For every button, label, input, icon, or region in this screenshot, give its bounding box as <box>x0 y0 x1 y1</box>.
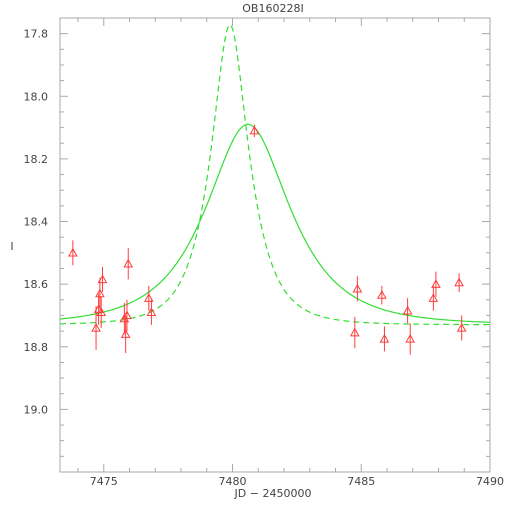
triangle-marker <box>405 333 416 343</box>
triangle-marker <box>456 322 467 332</box>
data-points <box>68 124 467 355</box>
y-axis-label: I <box>10 240 13 253</box>
data-point <box>377 285 387 305</box>
triangle-marker <box>120 329 131 338</box>
triangle-marker <box>431 279 441 288</box>
y-tick-label: 18.2 <box>24 153 49 166</box>
data-point <box>120 315 131 354</box>
x-tick-label: 7480 <box>219 475 247 488</box>
data-point <box>456 315 467 341</box>
triangle-marker <box>95 288 105 298</box>
data-point <box>379 326 390 352</box>
y-tick-label: 18.6 <box>24 278 49 291</box>
x-tick-label: 7475 <box>90 475 118 488</box>
triangle-marker <box>352 283 363 293</box>
y-tick-label: 18.0 <box>24 90 49 103</box>
data-point <box>68 240 78 266</box>
data-point <box>349 317 360 349</box>
data-point <box>405 323 416 355</box>
triangle-marker <box>349 327 360 337</box>
data-point <box>96 296 107 328</box>
plot-axes <box>59 17 491 473</box>
model-curve-dashed <box>60 24 490 326</box>
data-point <box>123 248 134 280</box>
x-axis-label: JD − 2450000 <box>234 487 312 500</box>
triangle-marker <box>402 305 413 315</box>
model-curve-solid <box>60 123 490 323</box>
triangle-marker <box>379 333 390 343</box>
triangle-marker <box>122 310 132 320</box>
data-point <box>454 273 464 292</box>
triangle-marker <box>428 293 439 302</box>
triangle-marker <box>377 290 387 299</box>
plot-frame <box>59 17 491 473</box>
data-point <box>91 306 101 350</box>
data-point <box>146 299 157 325</box>
y-tick-label: 19.0 <box>24 403 49 416</box>
data-point <box>143 285 154 311</box>
chart-title: OB160228I <box>242 2 303 15</box>
x-tick-label: 7485 <box>347 475 375 488</box>
model-curves <box>60 24 490 326</box>
triangle-marker <box>123 258 134 268</box>
triangle-marker <box>97 274 108 284</box>
data-point <box>249 124 260 137</box>
y-tick-label: 18.8 <box>24 341 49 354</box>
data-point <box>428 285 439 311</box>
data-point <box>97 266 108 292</box>
axis-ticks: 7475 7480 7485 7490 17.8 18.0 18.2 18.4 18.6 18.8… <box>24 17 504 488</box>
y-tick-label: 18.4 <box>24 216 49 229</box>
triangle-marker <box>249 125 260 135</box>
triangle-marker <box>143 293 154 302</box>
data-point <box>402 298 413 324</box>
y-tick-label: 17.8 <box>24 28 49 41</box>
triangle-marker <box>146 307 157 317</box>
triangle-marker <box>454 277 464 287</box>
data-point <box>122 299 132 332</box>
triangle-marker <box>96 307 107 317</box>
triangle-marker <box>91 322 101 332</box>
triangle-marker <box>68 247 78 257</box>
x-tick-label: 7490 <box>476 475 504 488</box>
data-point <box>431 271 441 297</box>
data-point <box>352 276 363 302</box>
